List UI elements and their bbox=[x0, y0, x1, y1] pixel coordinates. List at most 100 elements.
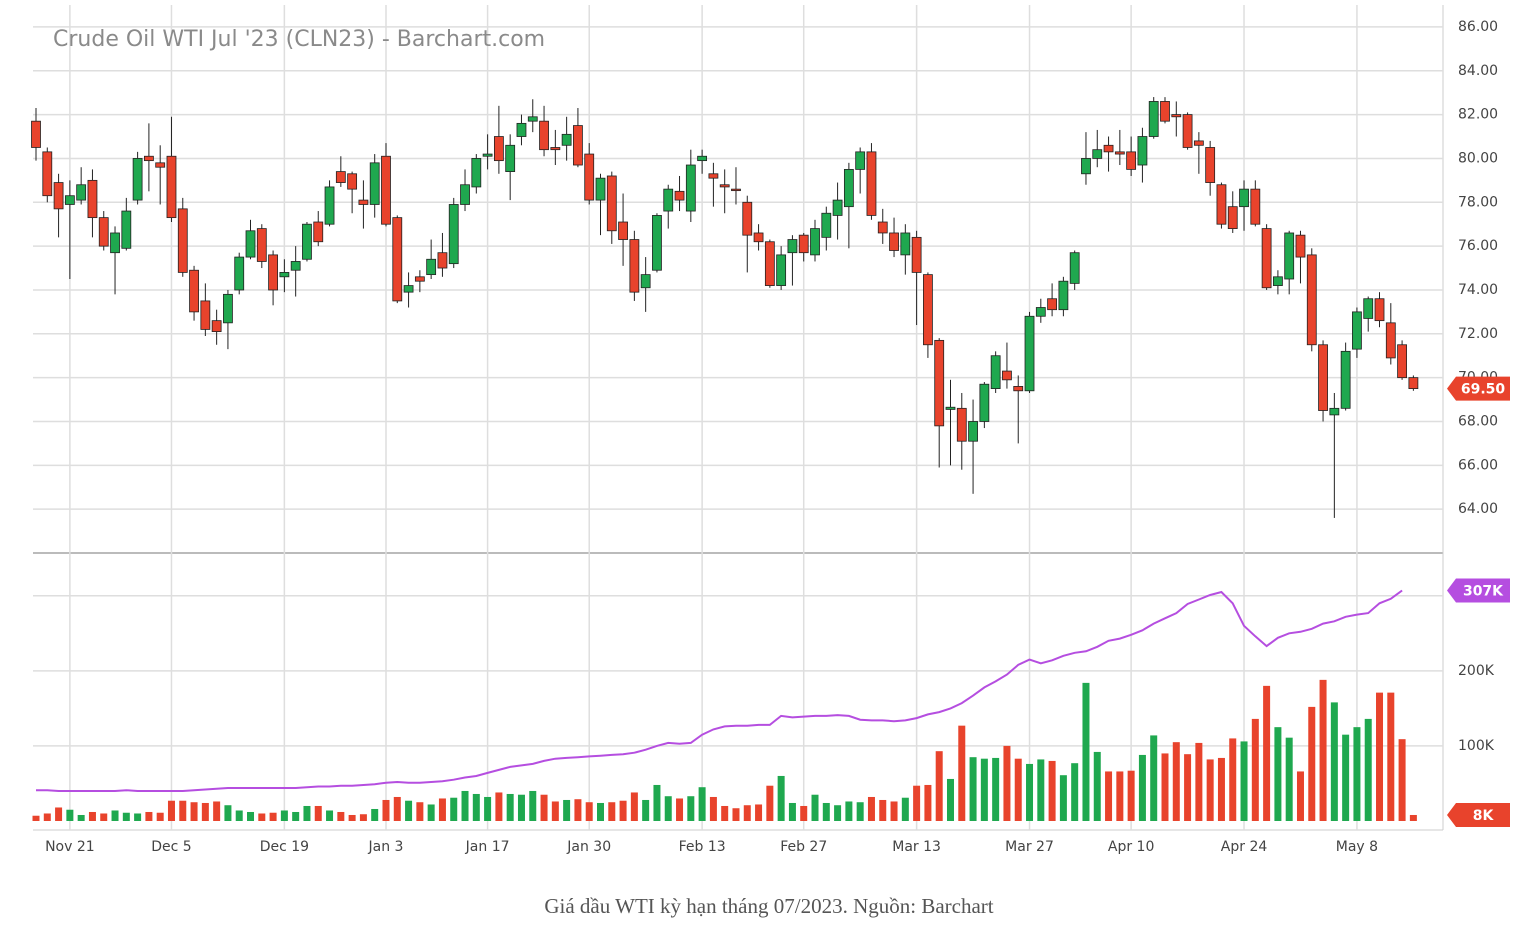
volume-bar bbox=[167, 800, 175, 821]
x-tick-label: Dec 5 bbox=[151, 839, 191, 855]
candle-body bbox=[482, 153, 493, 157]
candle-body bbox=[956, 407, 967, 442]
volume-bar bbox=[1342, 734, 1350, 821]
candle-body bbox=[335, 171, 346, 183]
x-tick-label: May 8 bbox=[1336, 839, 1378, 855]
candle-body bbox=[87, 179, 98, 219]
last-value-tag bbox=[1447, 376, 1510, 401]
candle-body bbox=[1193, 140, 1204, 146]
volume-bar bbox=[235, 810, 243, 821]
candle-body bbox=[403, 285, 414, 293]
candle-body bbox=[471, 158, 482, 188]
volume-bar bbox=[156, 812, 164, 821]
candle-body bbox=[1340, 350, 1351, 409]
y-tick-label: 100K bbox=[1458, 738, 1495, 754]
volume-bar bbox=[348, 814, 356, 821]
candle-body bbox=[437, 252, 448, 269]
candle-body bbox=[1182, 114, 1193, 148]
volume-bar bbox=[224, 805, 232, 821]
volume-bar bbox=[1037, 759, 1045, 821]
candle-body bbox=[1273, 276, 1283, 286]
candle-body bbox=[1295, 234, 1306, 258]
candle-body bbox=[1081, 158, 1091, 175]
candle-body bbox=[1160, 101, 1170, 122]
candle-body bbox=[1103, 144, 1114, 153]
candle-body bbox=[143, 155, 154, 162]
volume-bar bbox=[517, 794, 525, 821]
volume-bar bbox=[314, 805, 322, 821]
candle-body bbox=[877, 221, 888, 234]
volume-bar bbox=[1003, 745, 1011, 821]
candle-body bbox=[1284, 232, 1295, 280]
volume-bar bbox=[134, 813, 142, 821]
candle-body bbox=[1352, 311, 1362, 350]
x-tick-label: Jan 17 bbox=[465, 839, 510, 855]
volume-bar bbox=[935, 751, 943, 821]
volume-bar bbox=[247, 811, 255, 821]
candle-body bbox=[358, 199, 369, 205]
volume-bar bbox=[438, 798, 446, 821]
volume-bar bbox=[1150, 735, 1158, 821]
candle-body bbox=[268, 254, 278, 291]
candle-body bbox=[776, 254, 787, 286]
volume-bar bbox=[472, 793, 480, 821]
volume-bar bbox=[1014, 758, 1022, 821]
candle-body bbox=[211, 320, 222, 333]
volume-bar bbox=[213, 801, 221, 821]
volume-bar bbox=[1274, 727, 1282, 821]
volume-bar bbox=[732, 808, 740, 821]
candle-body bbox=[787, 239, 798, 254]
volume-bar bbox=[450, 797, 458, 821]
volume-bar bbox=[32, 815, 40, 821]
candle-body bbox=[493, 136, 504, 162]
candle-body bbox=[1024, 315, 1035, 392]
volume-bar bbox=[303, 805, 311, 821]
candle-body bbox=[200, 300, 211, 330]
candle-body bbox=[923, 274, 933, 346]
candle-body bbox=[539, 120, 549, 151]
candle-body bbox=[832, 199, 843, 216]
volume-bar bbox=[755, 804, 763, 821]
candle-body bbox=[177, 208, 188, 273]
volume-bar bbox=[743, 805, 751, 821]
candle-body bbox=[584, 153, 595, 201]
candle-body bbox=[1250, 188, 1261, 225]
candle-body bbox=[527, 116, 538, 122]
candle-body bbox=[1306, 254, 1317, 346]
volume-bar bbox=[122, 812, 130, 821]
candle-body bbox=[1035, 307, 1046, 317]
y-tick-label: 78.00 bbox=[1458, 194, 1498, 210]
volume-bar bbox=[1217, 757, 1225, 821]
candle-body bbox=[1385, 322, 1396, 359]
volume-bar bbox=[1263, 685, 1271, 821]
last-value-label: 8K bbox=[1473, 808, 1495, 824]
volume-bar bbox=[393, 796, 401, 821]
candle-body bbox=[742, 201, 753, 236]
candle-body bbox=[166, 155, 177, 219]
volume-bar bbox=[506, 793, 514, 821]
volume-bar bbox=[495, 792, 503, 821]
candle-body bbox=[189, 269, 199, 313]
volume-bar bbox=[111, 810, 119, 821]
candle-body bbox=[1126, 151, 1137, 170]
volume-bar bbox=[777, 775, 785, 821]
last-value-tag bbox=[1447, 802, 1510, 827]
grid: Nov 21 Dec 5 Dec 19 Jan 3 Jan 17 Jan 30 Feb 13… bbox=[33, 5, 1498, 855]
volume-bar bbox=[427, 804, 435, 821]
candle-body bbox=[1058, 280, 1069, 311]
volume-bar bbox=[484, 796, 492, 821]
volume-bar bbox=[382, 799, 390, 821]
candle-body bbox=[302, 223, 312, 260]
candle-body bbox=[900, 232, 911, 256]
volume-bar bbox=[269, 812, 277, 821]
candle-body bbox=[279, 272, 290, 278]
candle-body bbox=[561, 133, 572, 146]
volume-bar bbox=[359, 814, 367, 821]
y-tick-label: 82.00 bbox=[1458, 107, 1498, 123]
volume-bar bbox=[980, 758, 988, 821]
candle-body bbox=[1205, 147, 1216, 183]
candle-body bbox=[1013, 386, 1024, 392]
x-tick-label: Feb 27 bbox=[780, 839, 827, 855]
volume-bar bbox=[145, 811, 153, 821]
